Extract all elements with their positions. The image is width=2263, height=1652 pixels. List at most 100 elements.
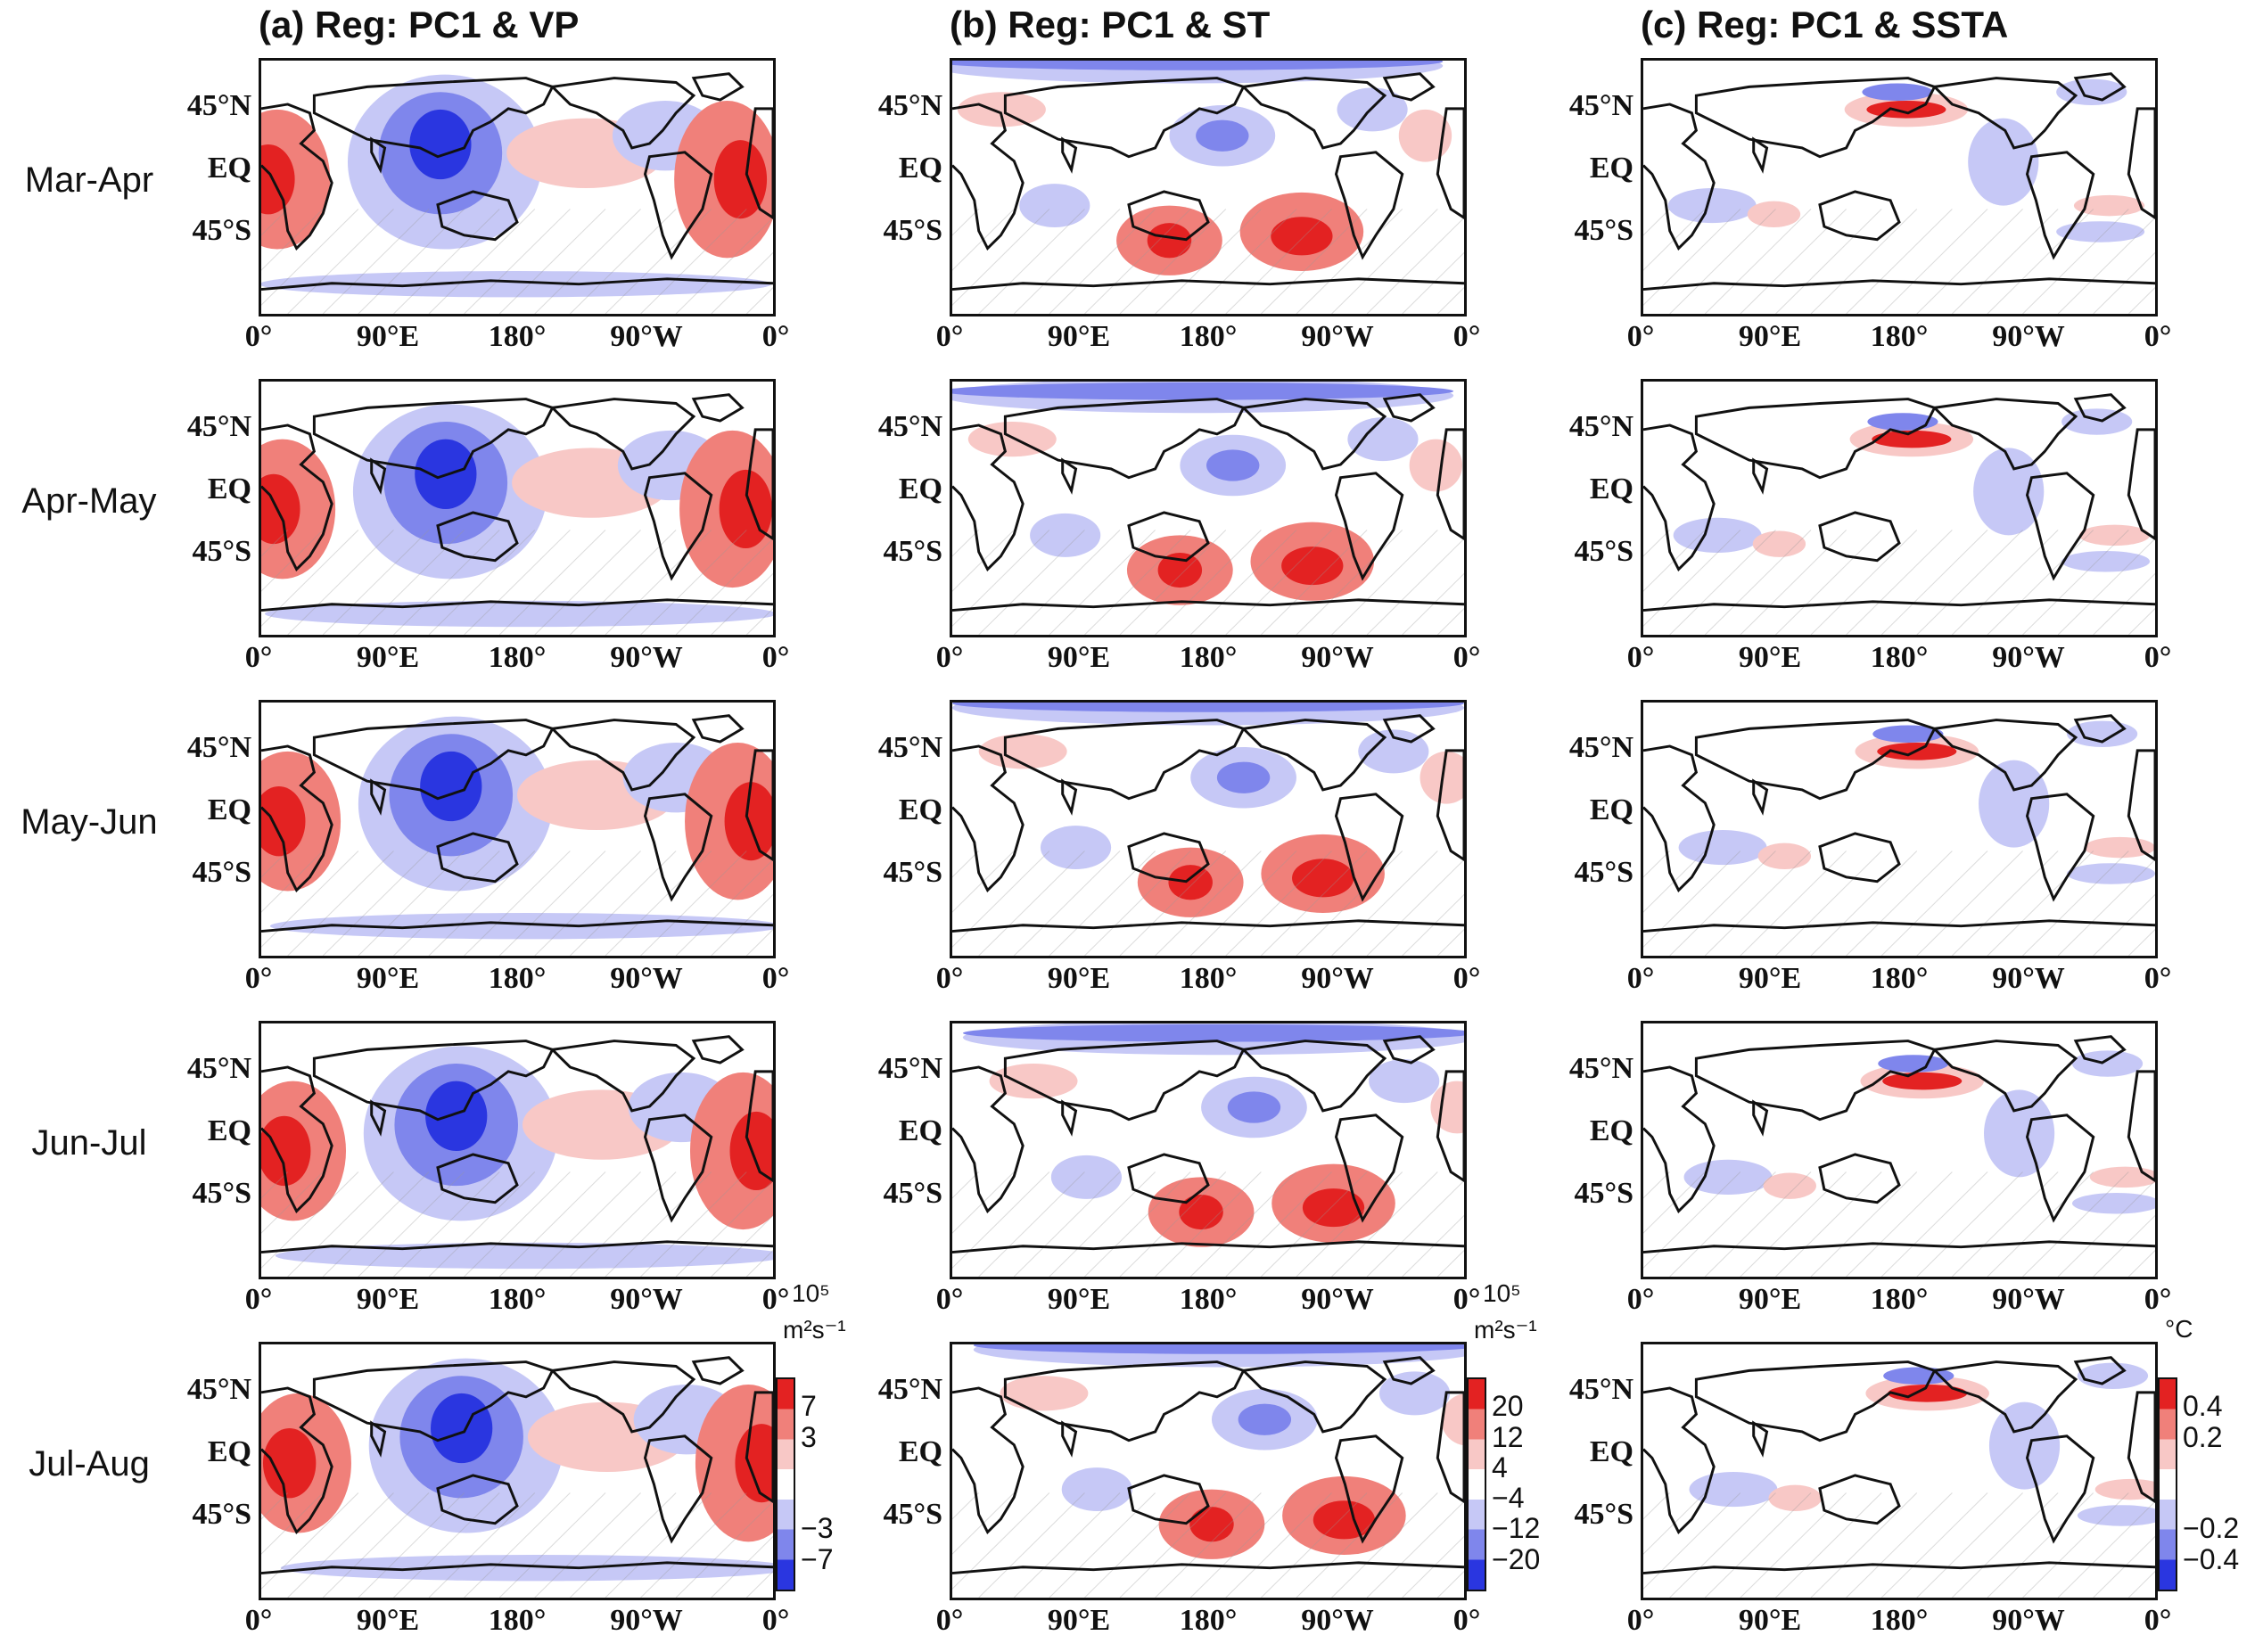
lat-label-eq: EQ bbox=[207, 793, 251, 826]
column-title-b: (b) Reg: PC1 & ST bbox=[950, 4, 1271, 45]
lon-label-4: 0° bbox=[761, 641, 790, 674]
colorbar-tick-c-2: −0.2 bbox=[2183, 1512, 2240, 1545]
lon-label-4: 0° bbox=[2144, 1283, 2172, 1316]
lat-label-eq: EQ bbox=[898, 1114, 942, 1147]
lon-label-3: 90°W bbox=[1301, 1283, 1374, 1316]
lon-label-1: 90°E bbox=[1047, 320, 1111, 353]
lon-label-3: 90°W bbox=[1992, 1604, 2065, 1637]
lat-label-45n: 45°N bbox=[877, 1373, 942, 1406]
lon-label-4: 0° bbox=[1452, 1283, 1481, 1316]
lon-label-0: 0° bbox=[1626, 1604, 1655, 1637]
lon-label-2: 180° bbox=[1870, 641, 1929, 674]
map-field-a-3 bbox=[261, 714, 773, 956]
lat-label-45n: 45°N bbox=[1568, 89, 1633, 122]
lon-label-2: 180° bbox=[1870, 962, 1929, 995]
lat-label-45n: 45°N bbox=[1568, 731, 1633, 764]
lon-label-0: 0° bbox=[244, 641, 273, 674]
map-field-a-4 bbox=[261, 1035, 773, 1277]
lon-label-0: 0° bbox=[935, 641, 964, 674]
lat-label-45s: 45°S bbox=[192, 214, 251, 247]
map-field-c-5 bbox=[1643, 1356, 2155, 1598]
lon-label-3: 90°W bbox=[1992, 320, 2065, 353]
colorbar-b bbox=[1467, 1377, 1486, 1591]
lon-label-1: 90°E bbox=[1738, 320, 1802, 353]
row-label-apr-may: Apr-May bbox=[21, 481, 157, 521]
lon-label-1: 90°E bbox=[1738, 962, 1802, 995]
colorbar-unit-c: °C bbox=[2165, 1315, 2193, 1343]
colorbar-tick-a-3: −7 bbox=[801, 1542, 834, 1575]
colorbar-unit-power-a: 10⁵ bbox=[792, 1279, 830, 1307]
lon-label-0: 0° bbox=[935, 962, 964, 995]
lon-label-0: 0° bbox=[935, 1604, 964, 1637]
lon-label-2: 180° bbox=[1870, 1283, 1929, 1316]
colorbar-tick-c-0: 0.4 bbox=[2183, 1390, 2223, 1423]
lon-label-0: 0° bbox=[935, 320, 964, 353]
lat-label-45n: 45°N bbox=[186, 410, 251, 443]
map-panel-c-4 bbox=[1641, 1021, 2158, 1279]
lat-label-eq: EQ bbox=[898, 152, 942, 185]
map-field-c-2 bbox=[1643, 393, 2155, 635]
lat-label-eq: EQ bbox=[1589, 1114, 1633, 1147]
colorbar-a bbox=[776, 1377, 795, 1591]
map-field-c-1 bbox=[1643, 72, 2155, 314]
lat-label-45n: 45°N bbox=[186, 731, 251, 764]
lon-label-3: 90°W bbox=[1992, 962, 2065, 995]
lon-label-4: 0° bbox=[761, 962, 790, 995]
lat-label-eq: EQ bbox=[898, 793, 942, 826]
lon-label-3: 90°W bbox=[1992, 641, 2065, 674]
lon-label-0: 0° bbox=[1626, 320, 1655, 353]
lat-label-45n: 45°N bbox=[877, 1052, 942, 1085]
lon-label-0: 0° bbox=[244, 1604, 273, 1637]
lat-label-eq: EQ bbox=[207, 473, 251, 505]
lon-label-2: 180° bbox=[1870, 1604, 1929, 1637]
lat-label-eq: EQ bbox=[898, 473, 942, 505]
lat-label-45n: 45°N bbox=[877, 410, 942, 443]
lon-label-2: 180° bbox=[1179, 641, 1238, 674]
lat-label-eq: EQ bbox=[1589, 1435, 1633, 1468]
lat-label-45s: 45°S bbox=[192, 1177, 251, 1210]
lon-label-1: 90°E bbox=[1738, 641, 1802, 674]
lon-label-2: 180° bbox=[1179, 1604, 1238, 1637]
lat-label-45s: 45°S bbox=[883, 1177, 942, 1210]
map-panel-a-1 bbox=[259, 58, 776, 316]
lon-label-2: 180° bbox=[488, 962, 547, 995]
map-field-a-2 bbox=[261, 393, 773, 635]
lat-label-45n: 45°N bbox=[186, 89, 251, 122]
lon-label-1: 90°E bbox=[356, 1604, 420, 1637]
lat-label-45n: 45°N bbox=[186, 1052, 251, 1085]
map-panel-b-4 bbox=[950, 1021, 1467, 1279]
map-panel-a-3 bbox=[259, 700, 776, 958]
lon-label-4: 0° bbox=[2144, 962, 2172, 995]
lat-label-45n: 45°N bbox=[1568, 1052, 1633, 1085]
colorbar-tick-c-1: 0.2 bbox=[2183, 1420, 2223, 1453]
lon-label-3: 90°W bbox=[610, 1283, 683, 1316]
lat-label-45s: 45°S bbox=[192, 535, 251, 568]
colorbar-tick-a-2: −3 bbox=[801, 1512, 834, 1545]
lat-label-45s: 45°S bbox=[883, 535, 942, 568]
lon-label-0: 0° bbox=[1626, 962, 1655, 995]
lon-label-2: 180° bbox=[488, 641, 547, 674]
lon-label-1: 90°E bbox=[1047, 962, 1111, 995]
lon-label-4: 0° bbox=[2144, 1604, 2172, 1637]
lat-label-45s: 45°S bbox=[1574, 535, 1633, 568]
colorbar-tick-b-4: −12 bbox=[1492, 1512, 1541, 1545]
map-panel-c-5 bbox=[1641, 1342, 2158, 1600]
map-panel-a-5 bbox=[259, 1342, 776, 1600]
colorbar-tick-b-1: 12 bbox=[1492, 1420, 1524, 1453]
row-label-jul-aug: Jul-Aug bbox=[29, 1444, 150, 1484]
lon-label-3: 90°W bbox=[610, 320, 683, 353]
lon-label-4: 0° bbox=[761, 320, 790, 353]
lon-label-3: 90°W bbox=[1992, 1283, 2065, 1316]
lon-label-4: 0° bbox=[2144, 641, 2172, 674]
map-panel-b-2 bbox=[950, 379, 1467, 637]
lon-label-2: 180° bbox=[1179, 320, 1238, 353]
map-field-a-5 bbox=[261, 1356, 773, 1598]
colorbar-unit-power-b: 10⁵ bbox=[1483, 1279, 1521, 1307]
row-label-mar-apr: Mar-Apr bbox=[24, 160, 154, 200]
lon-label-2: 180° bbox=[1179, 1283, 1238, 1316]
map-field-b-4 bbox=[952, 1023, 1464, 1277]
lon-label-2: 180° bbox=[488, 320, 547, 353]
lat-label-eq: EQ bbox=[1589, 793, 1633, 826]
map-field-c-4 bbox=[1643, 1035, 2155, 1277]
lat-label-45s: 45°S bbox=[1574, 214, 1633, 247]
